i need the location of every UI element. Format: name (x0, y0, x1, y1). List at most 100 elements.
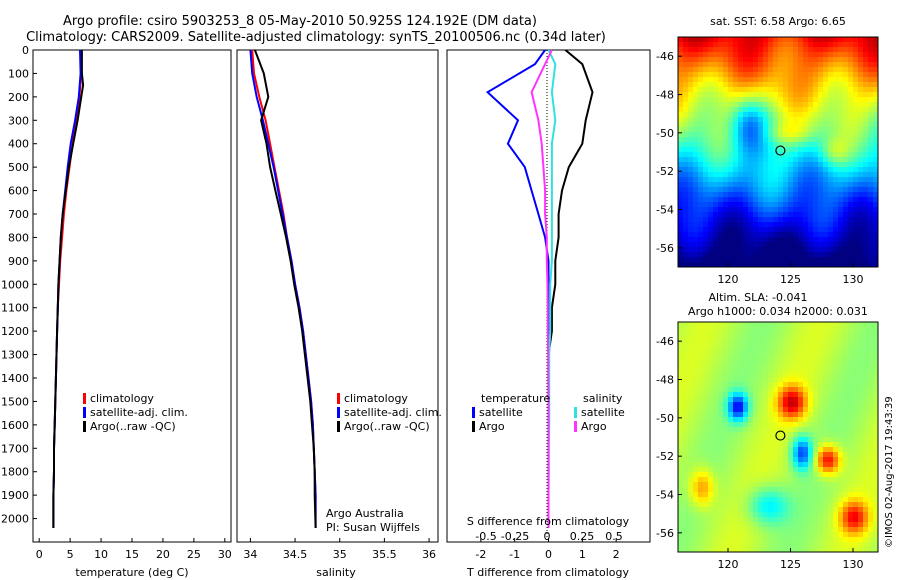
map-cell (873, 422, 879, 428)
map-cell (873, 537, 879, 543)
map-cell (753, 467, 759, 473)
map-cell (828, 87, 834, 93)
map-cell (688, 522, 694, 528)
map-cell (683, 42, 689, 48)
map-cell (698, 462, 704, 468)
map-cell (683, 262, 689, 268)
map-cell (783, 82, 789, 88)
map-cell (678, 202, 684, 208)
map-cell (818, 222, 824, 228)
map-cell (753, 172, 759, 178)
map-cell (838, 532, 844, 538)
map-cell (798, 232, 804, 238)
map-cell (818, 447, 824, 453)
map-cell (783, 247, 789, 253)
map-cell (728, 337, 734, 343)
map-cell (823, 222, 829, 228)
map-cell (728, 227, 734, 233)
map-cell (813, 37, 819, 43)
map-cell (683, 412, 689, 418)
map-cell (688, 252, 694, 258)
map-cell (708, 177, 714, 183)
map-cell (713, 497, 719, 503)
map-cell (833, 442, 839, 448)
map-cell (773, 77, 779, 83)
map-cell (688, 382, 694, 388)
map-cell (683, 507, 689, 513)
map-cell (803, 192, 809, 198)
map-cell (698, 72, 704, 78)
map-cell (763, 42, 769, 48)
map-cell (698, 347, 704, 353)
map-cell (698, 382, 704, 388)
map-cell (688, 542, 694, 548)
map-cell (743, 187, 749, 193)
map-cell (723, 237, 729, 243)
map-cell (728, 497, 734, 503)
map-cell (793, 527, 799, 533)
map-cell (833, 377, 839, 383)
map-cell (778, 77, 784, 83)
map-cell (833, 242, 839, 248)
map-cell (713, 432, 719, 438)
map-cell (823, 362, 829, 368)
map-cell (783, 482, 789, 488)
map-cell (808, 167, 814, 173)
map-cell (853, 212, 859, 218)
map-cell (818, 162, 824, 168)
map-cell (688, 397, 694, 403)
map-cell (838, 207, 844, 213)
map-cell (678, 367, 684, 373)
map-cell (703, 157, 709, 163)
map-cell (718, 362, 724, 368)
map-cell (763, 477, 769, 483)
map-cell (828, 477, 834, 483)
map-cell (803, 112, 809, 118)
map-cell (793, 542, 799, 548)
map-cell (758, 197, 764, 203)
map-cell (858, 167, 864, 173)
map-cell (793, 377, 799, 383)
map-cell (763, 117, 769, 123)
map-cell (718, 112, 724, 118)
map-cell (793, 97, 799, 103)
map-cell (758, 382, 764, 388)
map-cell (703, 247, 709, 253)
map-cell (703, 472, 709, 478)
map-cell (718, 472, 724, 478)
map-cell (743, 357, 749, 363)
map-cell (768, 102, 774, 108)
map-cell (858, 77, 864, 83)
map-cell (783, 142, 789, 148)
map-cell (678, 497, 684, 503)
map-cell (778, 132, 784, 138)
map-cell (698, 142, 704, 148)
map-cell (753, 167, 759, 173)
map-cell (768, 487, 774, 493)
map-cell (838, 152, 844, 158)
map-cell (808, 462, 814, 468)
map-cell (788, 117, 794, 123)
map-cell (708, 412, 714, 418)
map-cell (808, 357, 814, 363)
map-cell (788, 527, 794, 533)
map-cell (828, 542, 834, 548)
map-cell (793, 222, 799, 228)
map-cell (753, 72, 759, 78)
map-cell (783, 237, 789, 243)
lat-tick-label: -54 (656, 489, 674, 502)
map-cell (678, 57, 684, 63)
map-cell (728, 182, 734, 188)
map-cell (763, 532, 769, 538)
top-tick-label: 0.5 (605, 530, 623, 543)
map-cell (678, 167, 684, 173)
map-cell (748, 167, 754, 173)
map-cell (713, 522, 719, 528)
map-cell (848, 132, 854, 138)
map-cell (788, 467, 794, 473)
map-cell (798, 172, 804, 178)
map-cell (718, 157, 724, 163)
map-cell (858, 67, 864, 73)
map-cell (688, 47, 694, 53)
map-cell (758, 477, 764, 483)
